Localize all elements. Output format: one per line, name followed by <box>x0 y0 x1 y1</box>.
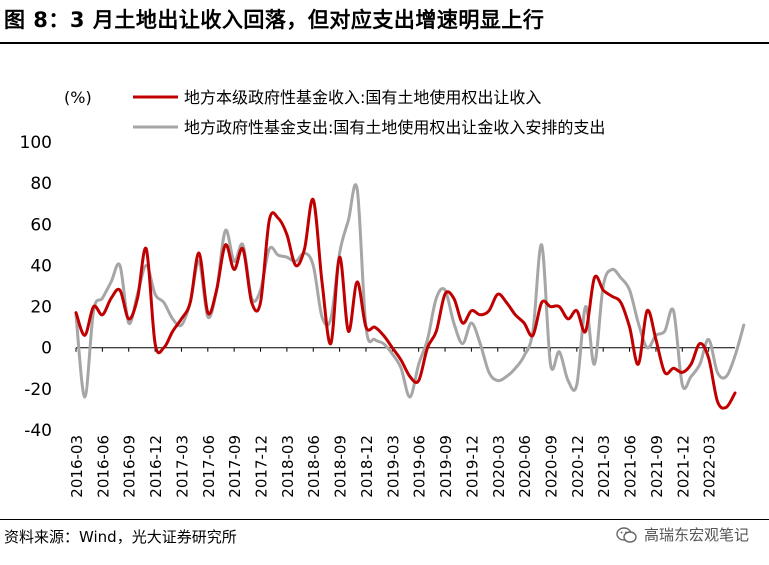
series-line-0 <box>74 198 737 410</box>
x-tick-label-15: 2019-12 <box>463 435 481 498</box>
series-lines <box>74 183 746 410</box>
x-tick-label-14: 2019-09 <box>437 435 455 498</box>
y-tick-label-4: 40 <box>30 256 52 276</box>
x-tick-label-18: 2020-09 <box>542 435 560 498</box>
footer-divider <box>0 519 769 520</box>
x-tick-label-9: 2018-06 <box>305 435 323 498</box>
x-tick-label-3: 2016-12 <box>147 435 165 498</box>
x-tick-label-8: 2018-03 <box>279 435 297 498</box>
x-tick-label-23: 2021-12 <box>674 435 692 498</box>
legend: 地方本级政府性基金收入:国有土地使用权出让收入地方政府性基金支出:国有土地使用权… <box>133 88 605 137</box>
y-tick-label-6: 80 <box>30 174 52 194</box>
series-line-1 <box>74 183 746 399</box>
x-tick-label-1: 2016-06 <box>94 435 112 498</box>
x-tick-label-7: 2017-12 <box>253 435 271 498</box>
x-tick-label-24: 2022-03 <box>701 435 719 498</box>
x-tick-label-22: 2021-09 <box>648 435 666 498</box>
source-note: 资料来源：Wind，光大证券研究所 <box>4 528 237 546</box>
y-tick-label-3: 20 <box>30 298 52 318</box>
x-tick-label-4: 2017-03 <box>173 435 191 498</box>
x-tick-label-19: 2020-12 <box>569 435 587 498</box>
x-tick-label-16: 2020-03 <box>490 435 508 498</box>
x-tick-label-20: 2021-03 <box>595 435 613 498</box>
x-tick-label-21: 2021-06 <box>622 435 640 498</box>
x-tick-label-0: 2016-03 <box>68 435 86 498</box>
watermark-text: 高瑞东宏观笔记 <box>643 526 749 544</box>
y-tick-label-2: 0 <box>41 339 52 359</box>
wechat-icon <box>616 526 637 543</box>
chart-title: 图 8：3 月土地出让收入回落，但对应支出增速明显上行 <box>4 8 545 32</box>
legend-label-1: 地方政府性基金支出:国有土地使用权出让金收入安排的支出 <box>184 118 605 137</box>
x-tick-label-2: 2016-09 <box>121 435 139 498</box>
y-tick-label-5: 60 <box>30 215 52 235</box>
x-tick-label-12: 2019-03 <box>384 435 402 498</box>
watermark: 高瑞东宏观笔记 <box>616 524 749 545</box>
x-tick-label-17: 2020-06 <box>516 435 534 498</box>
x-tick-label-6: 2017-09 <box>226 435 244 498</box>
x-tick-label-5: 2017-06 <box>200 435 218 498</box>
x-tick-label-13: 2019-06 <box>411 435 429 498</box>
y-axis-label: (%) <box>64 88 92 107</box>
x-tick-label-11: 2018-12 <box>358 435 376 498</box>
legend-label-0: 地方本级政府性基金收入:国有土地使用权出让收入 <box>184 88 541 107</box>
y-tick-label-7: 100 <box>20 133 52 153</box>
y-tick-label-0: -40 <box>24 421 52 441</box>
x-tick-label-10: 2018-09 <box>332 435 350 498</box>
y-axis: -40 -20 0 20 40 60 80 100 (%) <box>20 88 92 441</box>
title-divider <box>0 42 769 44</box>
y-tick-label-1: -20 <box>24 380 52 400</box>
x-axis: 2016-03 2016-06 2016-09 2016-12 2017-03 2017-… <box>68 347 735 498</box>
